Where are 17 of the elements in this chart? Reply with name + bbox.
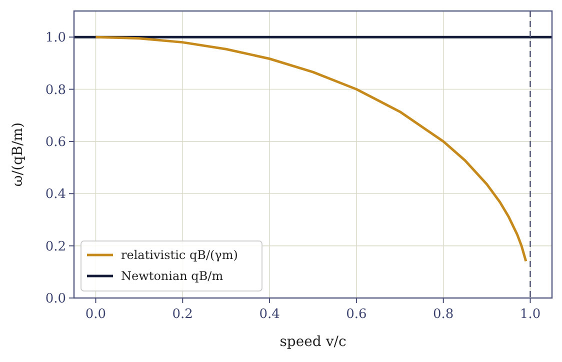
x-tick-label: 0.6 xyxy=(346,307,367,322)
x-tick-label: 0.8 xyxy=(433,307,454,322)
legend-label: Newtonian qB/m xyxy=(121,269,224,284)
x-tick-label: 0.2 xyxy=(172,307,193,322)
x-tick-label: 1.0 xyxy=(520,307,541,322)
y-tick-label: 0.0 xyxy=(45,292,66,307)
y-tick-label: 0.6 xyxy=(45,135,66,150)
y-axis-title: ω/(qB/m) xyxy=(10,122,26,187)
x-axis-title: speed v/c xyxy=(280,334,346,350)
y-tick-label: 0.4 xyxy=(45,187,66,202)
x-tick-label: 0.0 xyxy=(85,307,106,322)
y-tick-label: 0.2 xyxy=(45,239,66,254)
y-tick-label: 1.0 xyxy=(45,30,66,46)
line-series xyxy=(94,36,528,262)
legend-label: relativistic qB/(γm) xyxy=(121,248,238,262)
x-tick-label: 0.4 xyxy=(259,307,280,322)
y-tick-label: 0.8 xyxy=(45,82,66,98)
